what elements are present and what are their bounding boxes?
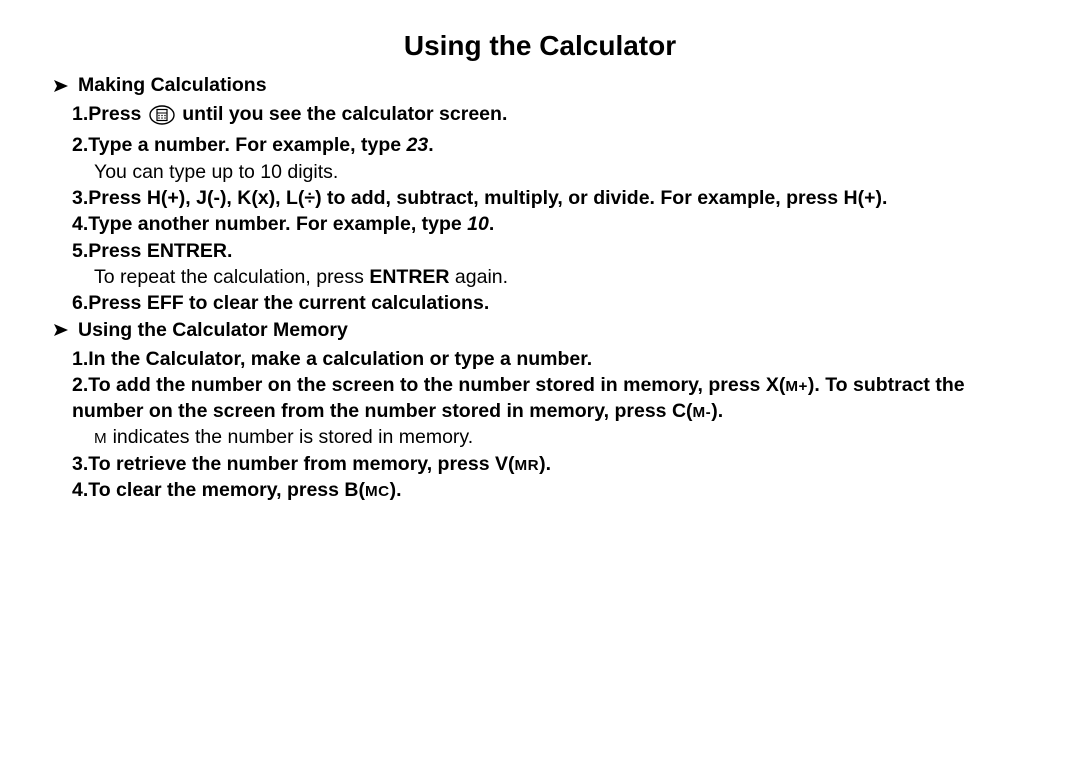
step-num: 2. [72,134,88,156]
section-heading-making-calculations: Making Calculations [54,74,1040,97]
smallcaps: M- [693,404,712,421]
step-1-1: 1.Press until you see the calculator scr… [72,101,1040,132]
step-subtext: To repeat the calculation, press ENTRER … [94,264,1040,290]
step-subtext: M indicates the number is stored in memo… [94,424,1040,450]
step-2-4: 4.To clear the memory, press B(MC). [72,477,1040,503]
step-text: Type another number. For example, type [88,213,467,235]
step-text: Press H(+), J(-), K(x), L(÷) to add, sub… [88,187,887,209]
arrow-icon [54,324,70,336]
step-num: 1. [72,348,88,370]
step-num: 4. [72,213,88,235]
section2-steps: 1.In the Calculator, make a calculation … [40,346,1040,504]
step-subtext: You can type up to 10 digits. [94,159,1040,185]
step-1-5: 5.Press ENTRER. To repeat the calculatio… [72,238,1040,291]
step-text: Type a number. For example, type [88,134,406,156]
step-num: 4. [72,479,88,501]
subtext-rest: indicates the number is stored in memory… [107,426,473,448]
step-text: Press ENTRER. [88,240,232,262]
smallcaps: M [94,430,107,447]
step-text: ). [539,453,551,475]
step-text: To clear the memory, press B( [88,479,365,501]
step-text: Press [88,103,147,125]
step-2-2: 2.To add the number on the screen to the… [72,372,1040,451]
section1-heading-text: Making Calculations [78,74,267,97]
step-1-2: 2.Type a number. For example, type 23. Y… [72,132,1040,185]
step-text: In the Calculator, make a calculation or… [88,348,592,370]
calc-key-icon [149,105,175,132]
smallcaps: MR [515,457,540,474]
subtext-c: again. [450,266,509,288]
step-1-3: 3.Press H(+), J(-), K(x), L(÷) to add, s… [72,185,1040,211]
step-text: until you see the calculator screen. [177,103,508,125]
step-text: Press EFF to clear the current calculati… [88,292,489,314]
step-num: 2. [72,374,88,396]
step-1-4: 4.Type another number. For example, type… [72,211,1040,237]
section1-steps: 1.Press until you see the calculator scr… [40,101,1040,317]
step-text: ). [390,479,402,501]
section2-heading-text: Using the Calculator Memory [78,319,348,342]
step-2-1: 1.In the Calculator, make a calculation … [72,346,1040,372]
step-text: . [489,213,494,235]
step-num: 1. [72,103,88,125]
arrow-icon [54,80,70,92]
step-num: 3. [72,187,88,209]
smallcaps: MC [365,483,390,500]
step-2-3: 3.To retrieve the number from memory, pr… [72,451,1040,477]
step-num: 6. [72,292,88,314]
step-text: To retrieve the number from memory, pres… [88,453,514,475]
step-text: ). [711,400,723,422]
page-title: Using the Calculator [40,30,1040,62]
step-text: . [428,134,433,156]
smallcaps: M+ [785,378,808,395]
step-text: To add the number on the screen to the n… [88,374,785,396]
step-num: 5. [72,240,88,262]
subtext-bold: ENTRER [369,266,449,288]
step-text-italic: 23 [407,134,429,156]
step-1-6: 6.Press EFF to clear the current calcula… [72,290,1040,316]
subtext-a: To repeat the calculation, press [94,266,369,288]
step-num: 3. [72,453,88,475]
section-heading-calculator-memory: Using the Calculator Memory [54,319,1040,342]
step-text-italic: 10 [467,213,489,235]
